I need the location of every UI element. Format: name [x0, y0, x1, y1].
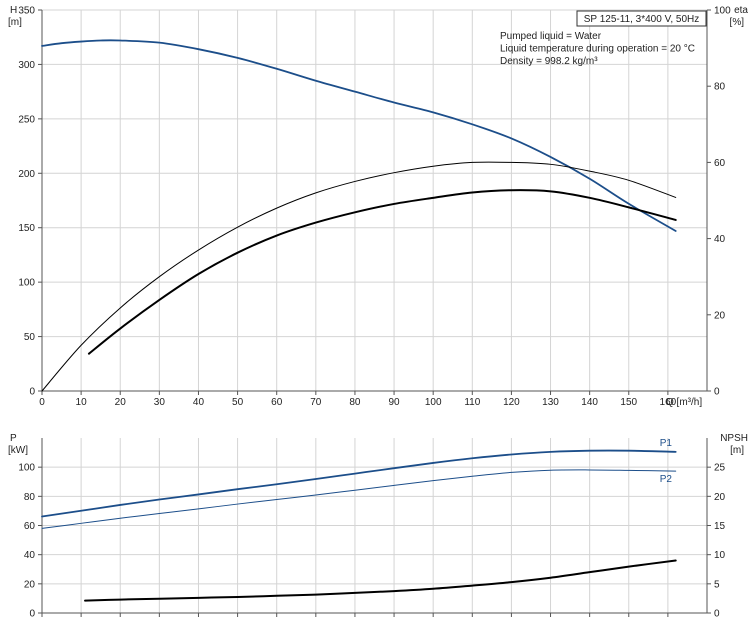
x-tick-label: 110: [464, 397, 480, 408]
x-tick-label: 160: [660, 397, 677, 408]
x-tick-label: 30: [154, 397, 166, 408]
y-right-tick-label: 25: [714, 463, 726, 474]
y-left-label: P: [10, 433, 17, 444]
title-box: [576, 10, 707, 27]
y-right-tick-label: 100: [714, 6, 731, 17]
series-line-p1: [41, 449, 677, 518]
series-line-head: [41, 39, 677, 232]
y-right-tick-label: 0: [714, 387, 720, 398]
y-right-label: NPSH: [720, 433, 748, 444]
y-left-tick-label: 350: [18, 6, 35, 17]
series-line-eta_thick: [87, 189, 677, 355]
x-axis-label: Q [m³/h]: [666, 397, 702, 408]
series-line-eta_thin: [41, 161, 677, 392]
y-left-tick-label: 300: [18, 60, 35, 71]
y-right-tick-label: 20: [714, 492, 726, 503]
y-left-tick-label: 20: [24, 579, 36, 590]
info-line: Liquid temperature during operation = 20…: [500, 44, 695, 55]
x-tick-label: 80: [349, 397, 361, 408]
y-left-label: H: [10, 5, 17, 16]
y-right-tick-label: 20: [714, 310, 726, 321]
y-left-tick-label: 100: [18, 463, 35, 474]
y-left-tick-label: 0: [29, 387, 35, 398]
info-line: Pumped liquid = Water: [500, 31, 602, 42]
y-left-tick-label: 150: [18, 223, 35, 234]
y-left-tick-label: 100: [18, 278, 35, 289]
x-tick-label: 10: [76, 397, 88, 408]
y-right-tick-label: 60: [714, 158, 726, 169]
x-tick-label: 40: [193, 397, 205, 408]
x-tick-label: 60: [271, 397, 283, 408]
y-right-unit: [m]: [730, 445, 744, 456]
y-right-tick-label: 80: [714, 82, 726, 93]
x-tick-label: 0: [39, 397, 45, 408]
x-tick-label: 50: [232, 397, 244, 408]
info-line: Density = 998.2 kg/m³: [500, 56, 598, 67]
y-right-unit: [%]: [730, 17, 745, 28]
x-tick-label: 120: [503, 397, 520, 408]
y-left-unit: [m]: [8, 17, 22, 28]
y-right-tick-label: 0: [714, 609, 720, 620]
x-tick-label: 70: [310, 397, 322, 408]
y-left-tick-label: 80: [24, 492, 36, 503]
series-line-p2: [41, 469, 677, 529]
y-right-tick-label: 5: [714, 579, 720, 590]
series-label-p1: P1: [660, 438, 673, 449]
y-right-tick-label: 15: [714, 521, 726, 532]
x-tick-label: 20: [115, 397, 127, 408]
y-right-label: eta: [734, 5, 748, 16]
series-label-p2: P2: [660, 474, 673, 485]
x-tick-label: 150: [620, 397, 637, 408]
y-left-tick-label: 0: [29, 609, 35, 620]
x-tick-label: 140: [581, 397, 598, 408]
y-left-tick-label: 200: [18, 169, 35, 180]
y-left-unit: [kW]: [8, 445, 28, 456]
chart-title: SP 125-11, 3*400 V, 50Hz: [584, 14, 699, 25]
y-left-tick-label: 60: [24, 521, 36, 532]
y-left-tick-label: 40: [24, 550, 36, 561]
series-line-npsh: [84, 559, 677, 602]
y-right-tick-label: 40: [714, 234, 726, 245]
y-left-tick-label: 250: [18, 114, 35, 125]
x-tick-label: 90: [388, 397, 400, 408]
y-right-tick-label: 10: [714, 550, 726, 561]
y-left-tick-label: 50: [24, 332, 36, 343]
x-tick-label: 130: [542, 397, 559, 408]
x-tick-label: 100: [425, 397, 442, 408]
